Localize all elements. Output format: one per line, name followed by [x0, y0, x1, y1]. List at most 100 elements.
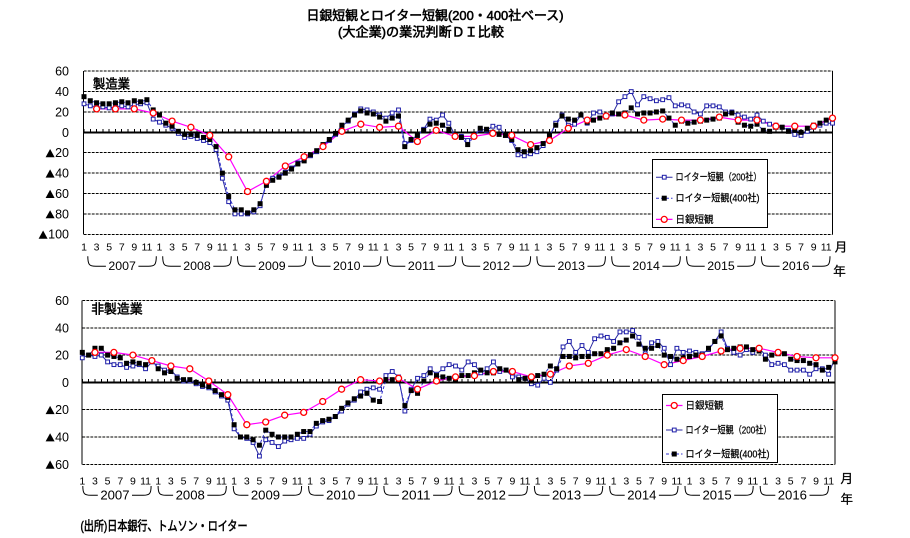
- svg-text:1: 1: [231, 476, 237, 488]
- svg-text:日銀短観: 日銀短観: [676, 213, 714, 226]
- svg-text:ロイター短観(400社): ロイター短観(400社): [676, 192, 760, 205]
- svg-text:1: 1: [458, 242, 464, 254]
- svg-text:40: 40: [55, 430, 69, 444]
- svg-text:1: 1: [155, 476, 161, 488]
- svg-text:ロイター短観（200社）: ロイター短観（200社）: [676, 171, 762, 184]
- svg-text:7: 7: [194, 242, 200, 254]
- svg-text:2007: 2007: [100, 488, 129, 503]
- svg-text:2009: 2009: [251, 488, 280, 503]
- svg-text:2015: 2015: [707, 261, 735, 273]
- svg-text:3: 3: [773, 242, 779, 254]
- svg-text:60: 60: [55, 65, 69, 79]
- svg-text:3: 3: [547, 476, 553, 488]
- svg-text:3: 3: [245, 242, 251, 254]
- svg-text:11: 11: [216, 476, 227, 488]
- svg-text:7: 7: [345, 242, 351, 254]
- svg-text:11: 11: [520, 476, 531, 488]
- svg-text:7: 7: [345, 476, 351, 488]
- svg-text:5: 5: [182, 242, 188, 254]
- svg-text:2008: 2008: [183, 261, 211, 273]
- svg-text:5: 5: [636, 476, 642, 488]
- svg-text:5: 5: [332, 476, 338, 488]
- svg-text:2007: 2007: [108, 261, 136, 273]
- svg-text:2008: 2008: [176, 488, 205, 503]
- svg-text:60: 60: [55, 187, 69, 201]
- svg-text:1: 1: [687, 476, 693, 488]
- svg-text:2009: 2009: [258, 261, 286, 273]
- svg-text:9: 9: [434, 476, 440, 488]
- svg-text:年: 年: [841, 493, 854, 507]
- svg-text:0: 0: [62, 126, 69, 140]
- svg-text:11: 11: [519, 242, 530, 254]
- svg-text:9: 9: [585, 476, 591, 488]
- svg-text:ロイター短観（200社）: ロイター短観（200社）: [686, 424, 772, 437]
- svg-text:ロイター短観(400社): ロイター短観(400社): [686, 448, 770, 461]
- svg-text:2012: 2012: [483, 261, 511, 273]
- svg-text:7: 7: [193, 476, 199, 488]
- svg-text:3: 3: [169, 242, 175, 254]
- svg-text:11: 11: [217, 242, 228, 254]
- svg-text:11: 11: [140, 476, 151, 488]
- svg-text:40: 40: [55, 321, 69, 335]
- svg-text:11: 11: [443, 242, 454, 254]
- svg-text:3: 3: [244, 476, 250, 488]
- svg-text:3: 3: [622, 242, 628, 254]
- svg-text:5: 5: [712, 476, 718, 488]
- svg-text:7: 7: [497, 476, 503, 488]
- svg-text:5: 5: [788, 476, 794, 488]
- svg-text:5: 5: [106, 242, 112, 254]
- svg-text:3: 3: [775, 476, 781, 488]
- svg-text:1: 1: [609, 242, 615, 254]
- svg-text:2014: 2014: [632, 261, 660, 273]
- svg-text:1: 1: [535, 476, 541, 488]
- svg-text:11: 11: [444, 476, 455, 488]
- svg-text:5: 5: [408, 242, 414, 254]
- svg-text:3: 3: [471, 242, 477, 254]
- svg-text:9: 9: [207, 242, 213, 254]
- svg-text:0: 0: [62, 376, 69, 390]
- svg-text:1: 1: [81, 242, 87, 254]
- svg-text:7: 7: [119, 242, 125, 254]
- svg-text:7: 7: [725, 476, 731, 488]
- svg-text:3: 3: [320, 476, 326, 488]
- svg-text:5: 5: [333, 242, 339, 254]
- svg-text:40: 40: [55, 167, 69, 181]
- svg-text:40: 40: [55, 85, 69, 99]
- svg-text:11: 11: [368, 476, 379, 488]
- svg-text:1: 1: [232, 242, 238, 254]
- svg-text:3: 3: [699, 476, 705, 488]
- svg-text:9: 9: [509, 242, 515, 254]
- svg-text:7: 7: [421, 242, 427, 254]
- svg-text:3: 3: [472, 476, 478, 488]
- svg-text:9: 9: [660, 242, 666, 254]
- svg-text:80: 80: [55, 207, 69, 221]
- svg-text:5: 5: [257, 242, 263, 254]
- svg-text:1: 1: [611, 476, 617, 488]
- svg-text:製造業: 製造業: [93, 76, 130, 91]
- svg-text:2011: 2011: [408, 261, 436, 273]
- svg-text:2015: 2015: [702, 488, 731, 503]
- svg-text:1: 1: [307, 476, 313, 488]
- svg-text:9: 9: [131, 242, 137, 254]
- svg-text:1: 1: [157, 242, 163, 254]
- svg-text:1: 1: [383, 476, 389, 488]
- svg-text:5: 5: [710, 242, 716, 254]
- svg-text:5: 5: [635, 242, 641, 254]
- svg-text:1: 1: [459, 476, 465, 488]
- svg-text:5: 5: [256, 476, 262, 488]
- svg-text:7: 7: [573, 476, 579, 488]
- svg-text:7: 7: [421, 476, 427, 488]
- svg-text:5: 5: [484, 476, 490, 488]
- svg-text:7: 7: [117, 476, 123, 488]
- svg-text:日銀短観とロイター短観(200・400社ベース): 日銀短観とロイター短観(200・400社ベース): [307, 8, 564, 23]
- svg-text:9: 9: [661, 476, 667, 488]
- svg-text:9: 9: [509, 476, 515, 488]
- svg-text:2016: 2016: [782, 261, 810, 273]
- svg-text:11: 11: [821, 242, 832, 254]
- svg-text:11: 11: [745, 242, 756, 254]
- svg-text:9: 9: [282, 476, 288, 488]
- svg-text:9: 9: [282, 242, 288, 254]
- svg-text:(出所)日本銀行、トムソン・ロイター: (出所)日本銀行、トムソン・ロイター: [81, 519, 248, 534]
- svg-text:7: 7: [496, 242, 502, 254]
- svg-text:9: 9: [206, 476, 212, 488]
